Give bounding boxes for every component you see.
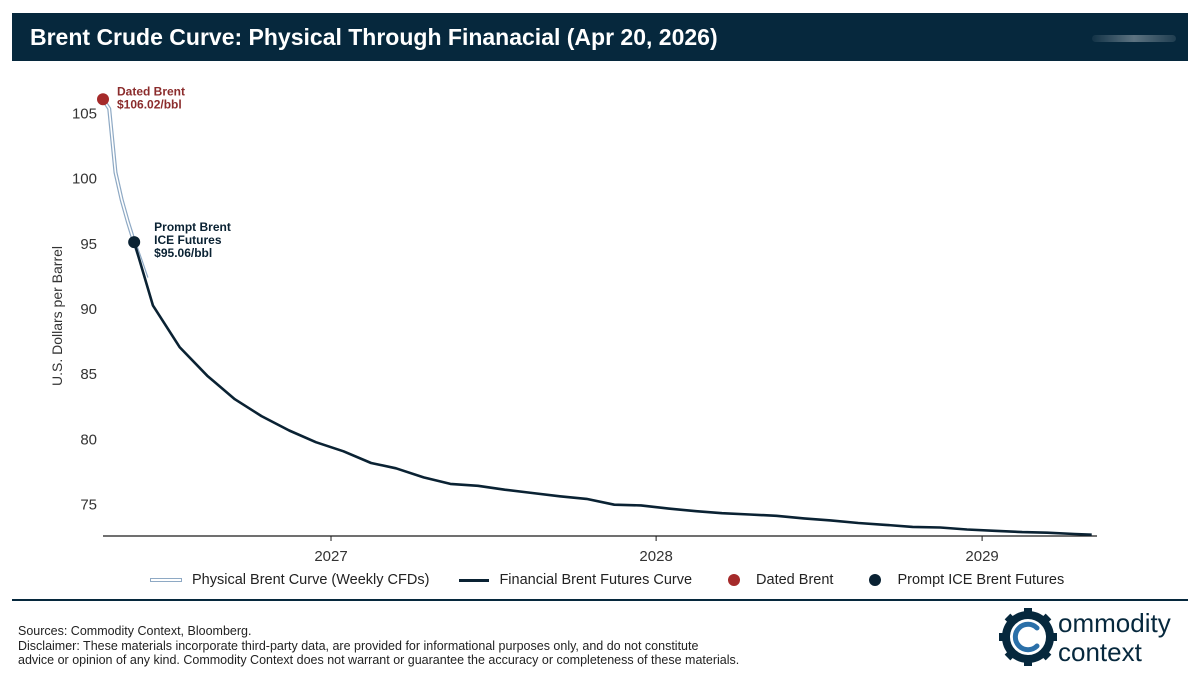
- c-letter-shape: [1012, 621, 1040, 653]
- y-tick-label: 75: [80, 496, 97, 513]
- chart-legend: Physical Brent Curve (Weekly CFDs) Finan…: [150, 570, 1094, 590]
- legend-swatch-prompt: [869, 574, 882, 586]
- commodity-context-logo: ommodity context: [998, 604, 1183, 670]
- legend-label-dated: Dated Brent: [756, 572, 834, 588]
- legend-label-prompt: Prompt ICE Brent Futures: [897, 572, 1065, 588]
- footer-disclaimer-line2: advice or opinion of any kind. Commodity…: [18, 653, 740, 667]
- footer: Sources: Commodity Context, Bloomberg. D…: [18, 624, 918, 668]
- marker-dated-brent: [97, 93, 109, 106]
- footer-disclaimer-line1: Disclaimer: These materials incorporate …: [18, 638, 699, 653]
- y-tick-label: 90: [80, 301, 97, 318]
- footer-divider: [12, 599, 1188, 601]
- line-chart: 75 80 85 90 95 100 105 2027 2028 2029 U.S. Dollars…: [49, 84, 1097, 565]
- legend-swatch-physical: [150, 578, 182, 582]
- annotation-label: $106.02/bbl: [117, 97, 182, 111]
- chart-title: Brent Crude Curve: Physical Through Fina…: [30, 24, 718, 50]
- y-tick-label: 100: [72, 171, 97, 188]
- x-tick-label: 2029: [965, 548, 998, 565]
- series-line-financial: [132, 241, 1092, 536]
- legend-item-physical: Physical Brent Curve (Weekly CFDs): [150, 572, 429, 588]
- logo-text-line1: ommodity: [1058, 608, 1171, 638]
- legend-item-prompt: Prompt ICE Brent Futures: [863, 572, 1064, 588]
- y-tick-label: 85: [80, 366, 97, 383]
- legend-swatch-dated: [728, 574, 741, 586]
- legend-item-dated: Dated Brent: [722, 572, 833, 588]
- legend-label-physical: Physical Brent Curve (Weekly CFDs): [192, 572, 430, 588]
- logo-text-line2: context: [1058, 637, 1142, 667]
- y-tick-label: 95: [80, 236, 97, 253]
- gear-ring: [1002, 611, 1054, 663]
- series-line-physical-outline: [101, 98, 149, 279]
- legend-label-financial: Financial Brent Futures Curve: [499, 572, 693, 588]
- x-tick-label: 2028: [639, 548, 672, 565]
- y-tick-label: 105: [72, 106, 97, 123]
- title-bar: Brent Crude Curve: Physical Through Fina…: [12, 13, 1188, 61]
- gear-c-icon: [999, 608, 1057, 666]
- legend-item-financial: Financial Brent Futures Curve: [459, 572, 692, 588]
- watermark: [1092, 35, 1176, 42]
- x-tick-label: 2027: [314, 548, 347, 565]
- annotation-label: Dated Brent: [117, 84, 185, 98]
- annotation-label: ICE Futures: [154, 233, 222, 247]
- y-tick-label: 80: [80, 431, 97, 448]
- annotation-label: $95.06/bbl: [154, 246, 212, 260]
- annotation-label: Prompt Brent: [154, 220, 231, 234]
- legend-swatch-financial: [459, 578, 490, 582]
- y-axis-label: U.S. Dollars per Barrel: [49, 246, 65, 386]
- footer-sources: Sources: Commodity Context, Bloomberg.: [18, 624, 252, 638]
- marker-prompt-brent: [128, 236, 141, 249]
